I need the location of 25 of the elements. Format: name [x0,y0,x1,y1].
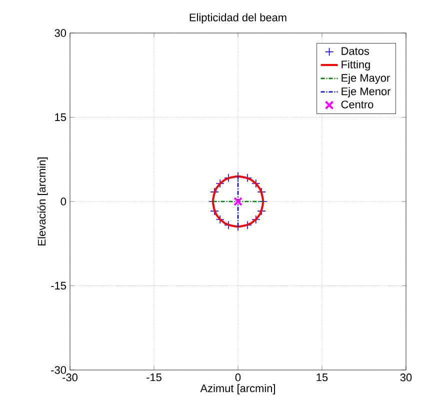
point [243,174,252,182]
legend-label: Eje Mayor [342,74,390,84]
chart-title: Elipticidad del beam [190,13,286,24]
legend-label: Eje Menor [342,87,391,98]
x-tick-label: 30 [400,374,412,382]
y-axis-title: Elevación [arcmin] [37,158,48,246]
y-tick-label: 15 [55,113,66,122]
legend-label: Datos [342,47,370,55]
point [216,179,224,188]
line-series [212,175,264,228]
legend-label: Fitting [342,60,370,71]
y-tick-label: 0 [60,198,66,206]
point [224,220,233,230]
x-tick-label: -15 [146,374,162,382]
x-tick-label: -30 [62,374,78,382]
y-tick-label: -30 [51,366,66,374]
point [224,174,233,182]
x-axis-title: Azimut [arcmin] [200,384,275,394]
y-tick-label: -15 [51,282,66,290]
point [233,196,243,206]
y-tick-label: 30 [54,29,66,37]
legend-label: Centro [341,100,374,108]
x-tick-label: 0 [235,374,241,382]
x-tick-label: 15 [316,374,328,382]
point [243,220,252,230]
